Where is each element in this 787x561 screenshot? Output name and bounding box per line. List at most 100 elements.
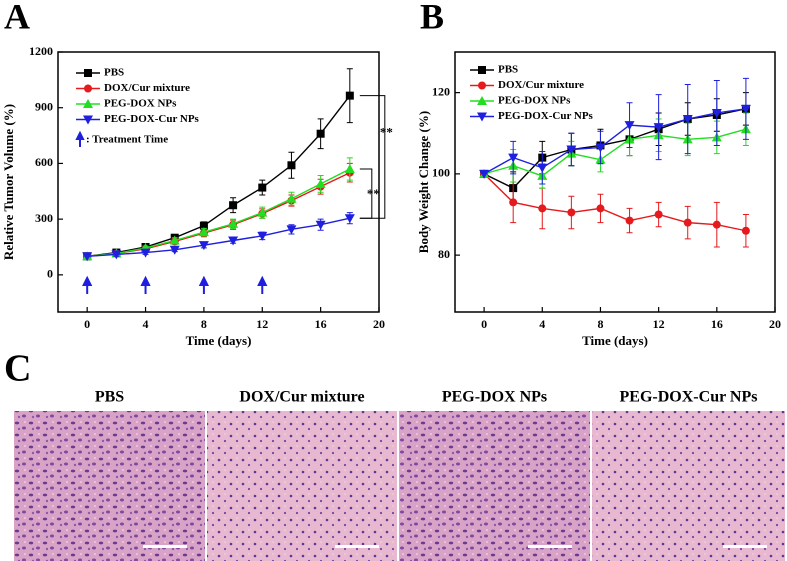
histology-image	[14, 411, 205, 561]
panel-label: A	[4, 0, 30, 36]
marker	[83, 115, 93, 125]
y-tick-label: 600	[35, 155, 53, 169]
marker	[257, 207, 268, 217]
marker	[82, 252, 93, 262]
x-tick-label: 4	[539, 317, 545, 331]
series-line	[483, 173, 747, 232]
marker	[538, 204, 547, 213]
treatment-arrow	[198, 275, 210, 294]
histology-title: PEG-DOX NPs	[442, 389, 547, 406]
marker	[228, 218, 239, 228]
panel-label: C	[4, 348, 31, 390]
series-line	[483, 108, 747, 175]
legend-label: PEG-DOX-Cur NPs	[498, 110, 594, 122]
series-line	[87, 172, 351, 257]
x-tick-label: 8	[201, 317, 207, 331]
marker	[286, 193, 297, 203]
histology-title: DOX/Cur mixture	[239, 389, 364, 406]
marker	[477, 112, 487, 122]
x-tick-label: 16	[315, 317, 327, 331]
marker	[316, 129, 325, 138]
annotation: **	[367, 186, 380, 201]
x-axis-label: Time (days)	[186, 333, 252, 348]
y-tick-label: 120	[432, 84, 450, 98]
scale-bar	[335, 545, 379, 548]
treatment-arrow	[257, 275, 268, 294]
x-tick-label: 4	[143, 317, 149, 331]
x-tick-label: 20	[373, 317, 385, 331]
series-line	[483, 108, 747, 189]
marker	[596, 204, 605, 213]
treatment-arrow	[82, 275, 93, 294]
x-tick-label: 20	[769, 317, 781, 331]
plot-frame	[454, 51, 776, 313]
legend-label: DOX/Cur mixture	[498, 79, 584, 91]
histology-image	[399, 411, 590, 561]
histology-title: PBS	[95, 389, 124, 406]
scale-bar	[528, 545, 572, 548]
marker	[229, 201, 238, 210]
y-axis-label: Body Weight Change (%)	[416, 111, 431, 253]
legend-label: PBS	[498, 64, 518, 76]
histology-title: PEG-DOX-Cur NPs	[620, 389, 758, 406]
marker	[198, 241, 209, 251]
marker	[286, 225, 297, 235]
series-line	[87, 168, 351, 257]
series-line	[483, 128, 747, 177]
x-tick-label: 0	[84, 317, 90, 331]
marker	[711, 108, 722, 118]
marker	[198, 227, 209, 237]
x-tick-label: 12	[256, 317, 268, 331]
y-tick-label: 0	[47, 267, 53, 281]
series-line	[87, 217, 350, 257]
marker	[595, 143, 606, 153]
histology-image	[207, 411, 397, 561]
marker	[682, 115, 693, 125]
marker	[228, 236, 239, 246]
marker	[624, 121, 635, 131]
marker	[315, 220, 326, 230]
x-axis-label: Time (days)	[582, 333, 648, 348]
panel-label: B	[420, 0, 444, 36]
marker	[712, 220, 721, 229]
marker	[169, 245, 180, 255]
series-line	[87, 95, 351, 257]
marker	[478, 81, 486, 90]
marker	[477, 96, 487, 105]
y-tick-label: 1200	[29, 44, 53, 58]
legend-label: PEG-DOX NPs	[498, 95, 571, 107]
treatment-note: : Treatment Time	[86, 134, 168, 146]
x-tick-label: 16	[711, 317, 723, 331]
x-tick-label: 8	[597, 317, 603, 331]
treatment-arrow	[140, 275, 151, 294]
x-tick-label: 0	[481, 317, 487, 331]
marker	[140, 248, 151, 258]
marker	[315, 178, 326, 188]
marker	[740, 104, 751, 114]
treatment-arrow-legend	[75, 130, 85, 147]
marker	[509, 198, 518, 207]
histology-image	[592, 411, 785, 561]
y-tick-label: 100	[432, 166, 450, 180]
significance-bracket	[359, 168, 373, 219]
marker	[566, 145, 577, 155]
marker	[478, 66, 486, 74]
legend-label: PEG-DOX-Cur NPs	[104, 113, 200, 125]
marker	[111, 250, 122, 260]
y-tick-label: 300	[35, 211, 53, 225]
marker	[257, 231, 268, 241]
marker	[537, 163, 548, 173]
scale-bar	[723, 545, 767, 548]
y-tick-label: 900	[35, 99, 53, 113]
marker	[654, 210, 663, 219]
marker	[508, 153, 519, 163]
marker	[683, 218, 692, 227]
marker	[199, 221, 208, 230]
scale-bar	[143, 545, 187, 548]
marker	[84, 84, 92, 93]
plot-frame	[57, 51, 380, 313]
marker	[84, 69, 92, 77]
legend-label: DOX/Cur mixture	[104, 82, 190, 94]
y-tick-label: 80	[438, 247, 450, 261]
